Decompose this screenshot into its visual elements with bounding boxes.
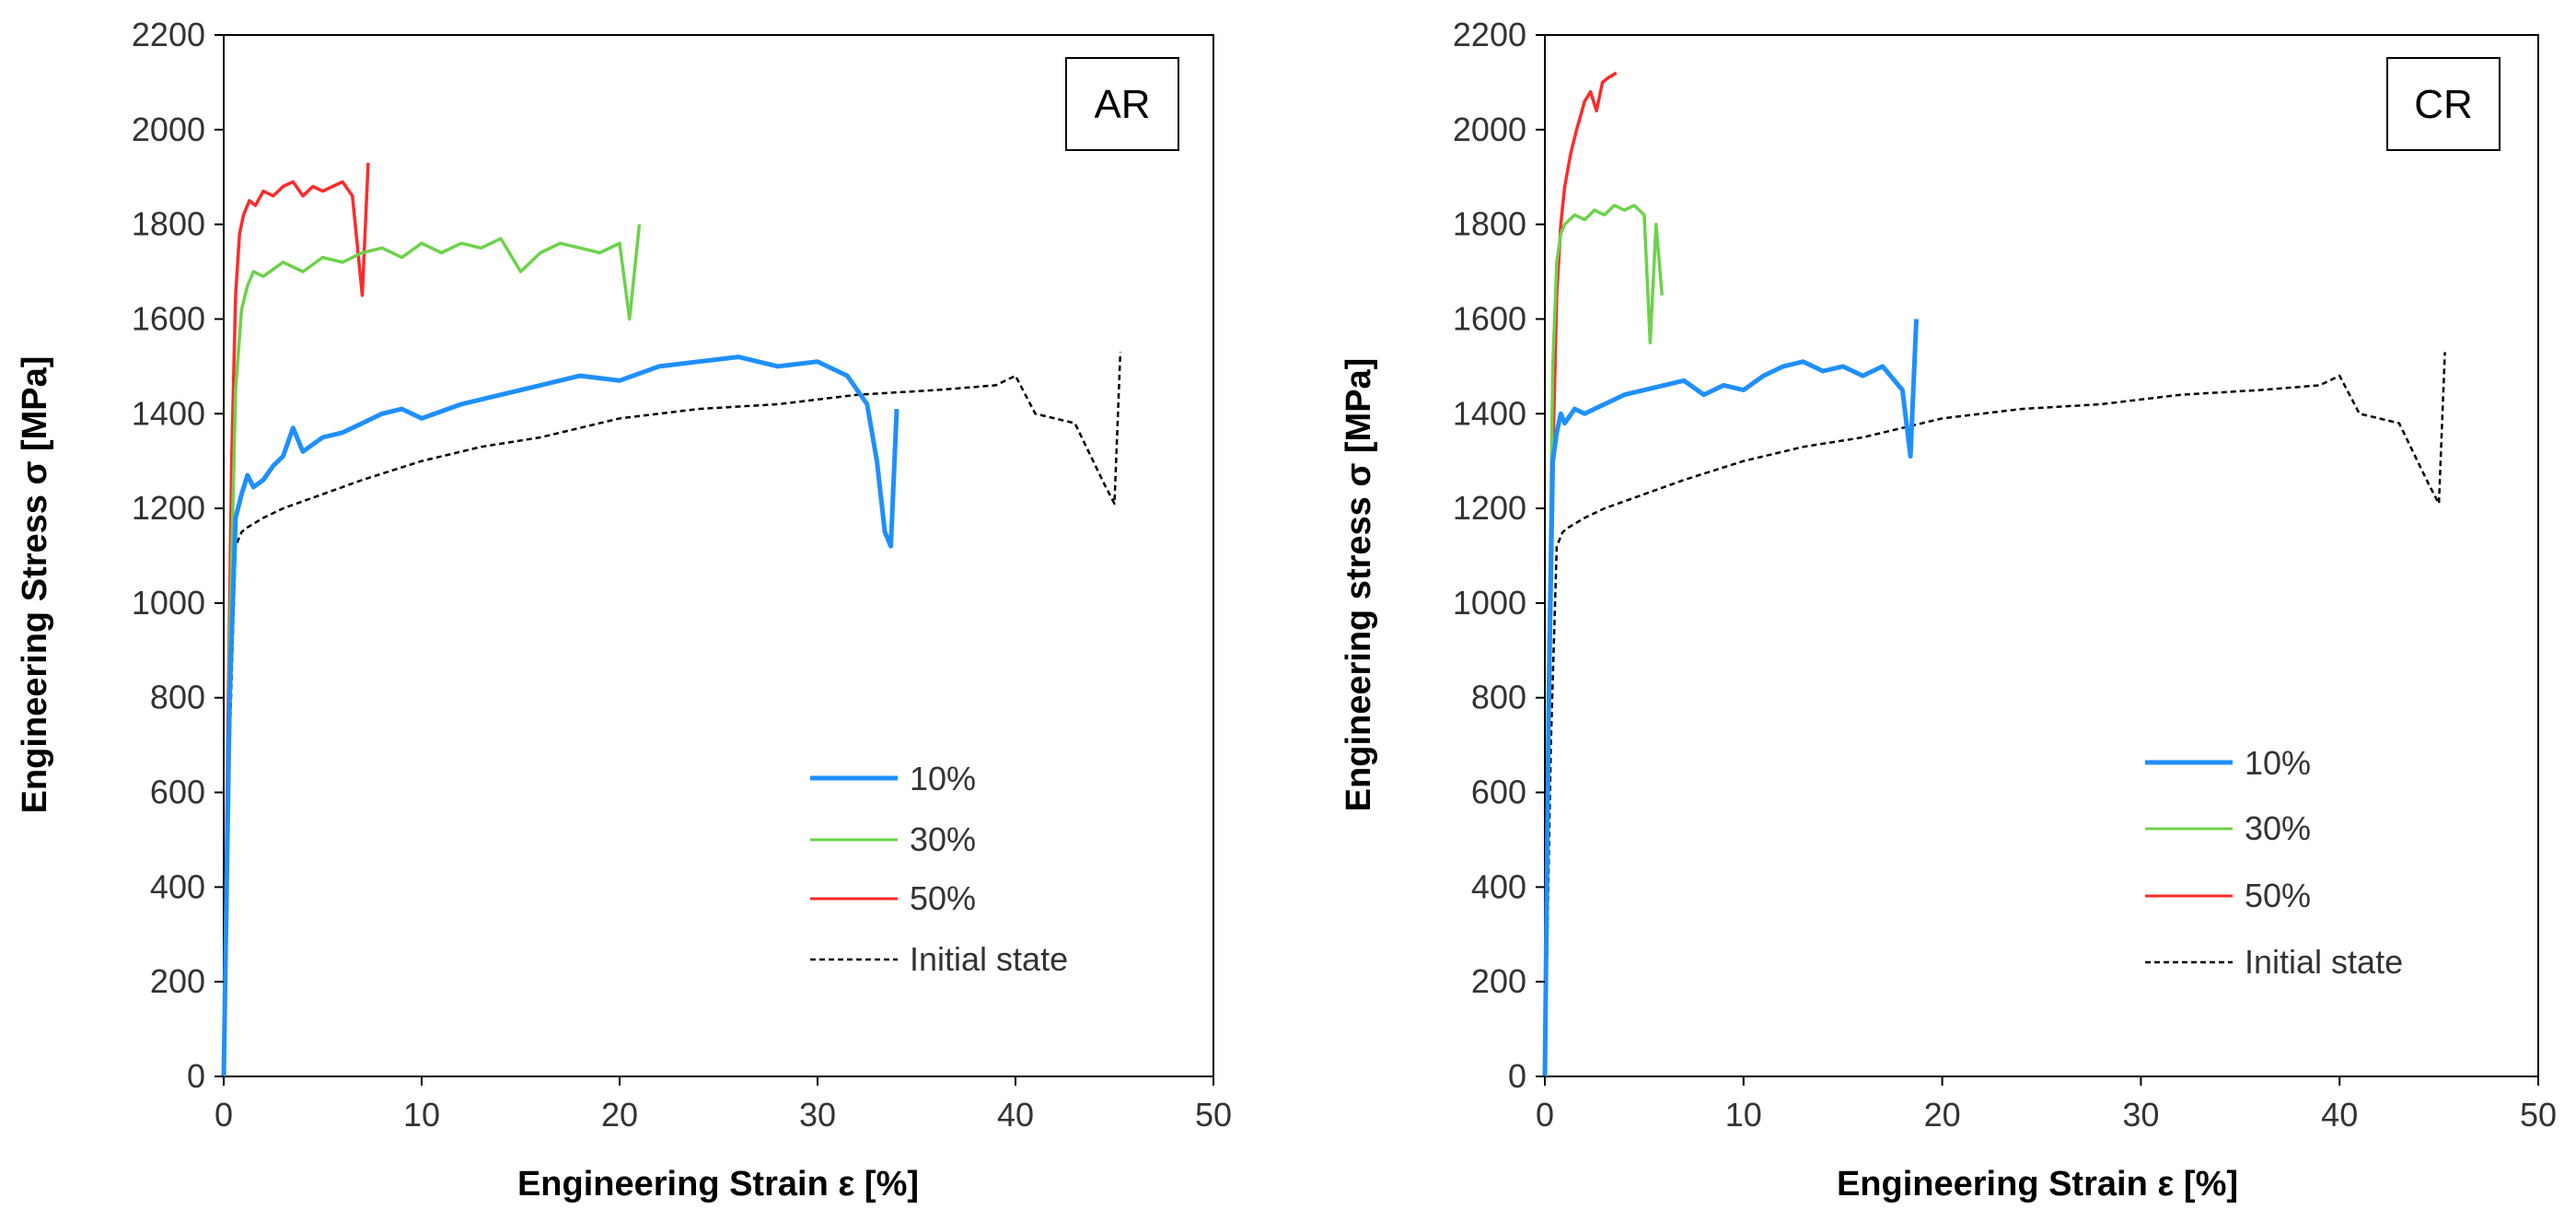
series-line-10- <box>1542 319 1919 1077</box>
y-tick-label: 1200 <box>132 489 205 527</box>
legend-label-50: 50% <box>910 879 976 917</box>
panel-label: CR <box>2414 82 2473 127</box>
legend-label-initial: Initial state <box>2245 943 2403 981</box>
y-axis-title: Engineering stress σ [MPa] <box>1340 358 1378 812</box>
series-line-30- <box>222 224 642 1077</box>
y-tick-label: 2200 <box>132 16 205 53</box>
y-tick-label: 800 <box>150 679 205 716</box>
y-tick-label: 1200 <box>1453 489 1526 527</box>
y-tick-label: 1800 <box>132 205 205 243</box>
series-line-50- <box>222 162 370 1077</box>
y-tick-label: 1600 <box>132 299 205 337</box>
series-line-initial-state <box>1543 352 2446 1077</box>
x-tick-label: 0 <box>215 1096 233 1134</box>
y-tick-label: 2200 <box>1453 16 1526 53</box>
series-line-initial-state <box>222 352 1122 1077</box>
y-tick-label: 2000 <box>1453 110 1526 148</box>
series-line-10- <box>221 355 899 1077</box>
y-tick-label: 1400 <box>1453 394 1526 432</box>
x-tick-label: 50 <box>2520 1096 2557 1134</box>
x-tick-label: 20 <box>1924 1096 1961 1134</box>
panel-label-box <box>2386 57 2501 151</box>
y-tick-label: 1800 <box>1453 205 1526 243</box>
y-tick-label: 0 <box>1508 1057 1526 1095</box>
x-axis-title: Engineering Strain ε [%] <box>1837 1165 2238 1204</box>
x-tick-label: 0 <box>1536 1096 1554 1134</box>
panel-label-box <box>1065 57 1179 151</box>
y-tick-label: 0 <box>187 1057 205 1095</box>
legend-label-10: 10% <box>2245 744 2311 782</box>
series-line-30- <box>1543 204 1665 1077</box>
y-tick-label: 800 <box>1471 679 1526 716</box>
y-tick-label: 600 <box>1471 773 1526 811</box>
legend-label-50: 50% <box>2245 877 2311 914</box>
legend-label-initial: Initial state <box>910 940 1068 978</box>
x-axis-title: Engineering Strain ε [%] <box>517 1165 919 1204</box>
x-tick-label: 30 <box>2122 1096 2159 1134</box>
x-tick-label: 40 <box>2321 1096 2358 1134</box>
legend-label-30: 30% <box>2245 809 2311 847</box>
y-tick-label: 2000 <box>132 110 205 148</box>
x-tick-label: 20 <box>601 1096 638 1134</box>
panel-label: AR <box>1094 82 1150 127</box>
y-tick-label: 1000 <box>132 584 205 622</box>
chart-panel-cr: Engineering stress σ [MPa] Engineering S… <box>1340 16 2557 1204</box>
y-tick-label: 1600 <box>1453 299 1526 337</box>
x-tick-label: 40 <box>997 1096 1034 1134</box>
x-tick-label: 30 <box>799 1096 836 1134</box>
y-axis-title: Engineering Stress σ [MPa] <box>16 356 54 814</box>
y-tick-label: 1000 <box>1453 584 1526 622</box>
y-tick-label: 1400 <box>132 394 205 432</box>
y-tick-label: 200 <box>150 962 205 1000</box>
legend-label-10: 10% <box>910 760 976 797</box>
y-tick-label: 400 <box>150 867 205 905</box>
x-tick-label: 50 <box>1195 1096 1232 1134</box>
legend: 10% 30% 50% Initial state <box>810 760 1068 978</box>
y-tick-label: 600 <box>150 773 205 811</box>
legend: 10% 30% 50% Initial state <box>2145 744 2403 981</box>
legend-label-30: 30% <box>910 820 976 858</box>
chart-panel-ar: Engineering Stress σ [MPa] Engineering S… <box>16 16 1232 1204</box>
y-tick-label: 200 <box>1471 962 1526 1000</box>
x-tick-label: 10 <box>1725 1096 1762 1134</box>
plot-area-border <box>223 34 1214 1077</box>
y-tick-label: 400 <box>1471 867 1526 905</box>
x-tick-label: 10 <box>403 1096 440 1134</box>
plot-area-border <box>1544 34 2539 1077</box>
